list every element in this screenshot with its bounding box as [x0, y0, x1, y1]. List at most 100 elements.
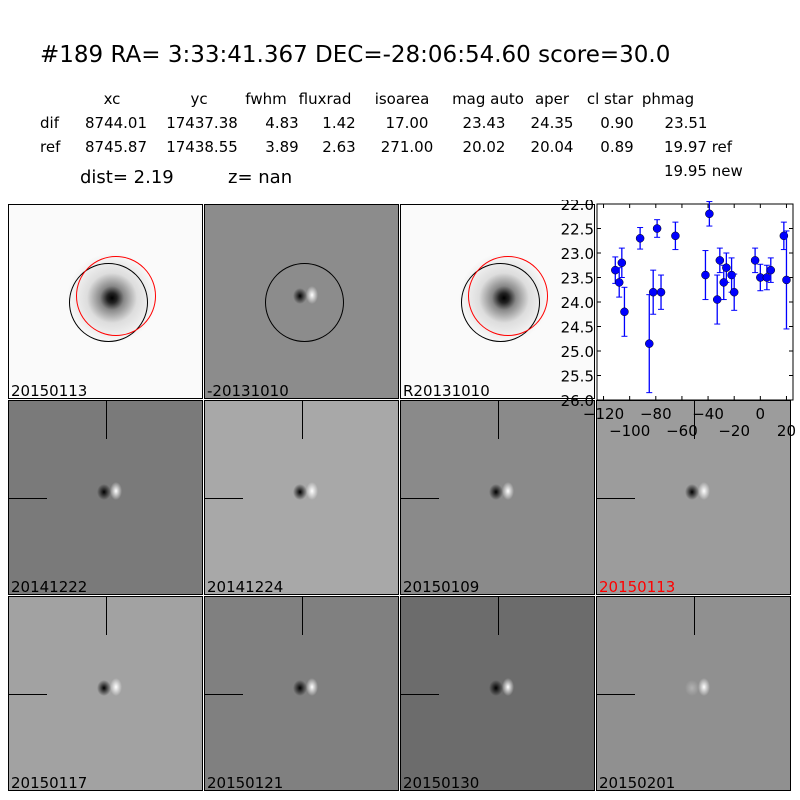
column-header: fluxrad: [298, 90, 352, 108]
y-tick-label: 22.0: [561, 200, 594, 214]
y-tick-label: 23.5: [561, 270, 594, 288]
data-point: [712, 295, 722, 304]
column-header: fwhm: [245, 90, 287, 108]
crosshair-horizontal: [401, 498, 439, 499]
plot-frame: [596, 203, 794, 401]
crosshair-horizontal: [401, 694, 439, 695]
x-tick-label: −100: [609, 422, 650, 440]
data-point: [715, 256, 725, 265]
x-tick-label: −80: [640, 405, 672, 423]
ref-cell: 2.63: [322, 138, 356, 156]
ref-cell: 17438.55: [166, 138, 238, 156]
stamp-new: 20150113: [8, 204, 203, 399]
y-tick-label: 25.5: [561, 368, 594, 386]
y-tick-label: 22.5: [561, 221, 594, 239]
stamp-epoch: 20150109: [400, 400, 595, 595]
data-point: [750, 256, 760, 265]
stamp-date-label: R20131010: [403, 382, 490, 399]
y-tick-label: 24.0: [561, 294, 594, 312]
crosshair-vertical: [302, 401, 303, 439]
data-point: [652, 224, 662, 233]
stamp-date-label: 20150130: [403, 774, 480, 791]
stamp-diff: -20131010: [204, 204, 399, 399]
dif-cell: 0.90: [600, 114, 634, 132]
dist-value: dist= 2.19: [80, 167, 174, 188]
ref-cell: 20.02: [462, 138, 506, 156]
column-header: phmag: [641, 90, 695, 108]
stamp-date-label: 20150117: [11, 774, 88, 791]
x-tick-label: −40: [692, 405, 724, 423]
data-point: [762, 273, 772, 282]
dif-cell: 1.42: [322, 114, 356, 132]
ref-cell: 0.89: [600, 138, 634, 156]
source-blob: [9, 401, 202, 594]
data-point: [614, 278, 624, 287]
dif-cell: 23.51: [664, 114, 708, 132]
source-blob: [401, 597, 594, 790]
source-blob: [9, 597, 202, 790]
light-curve-plot: 22.0 22.5 23.0 23.5 24.0 24.5 25.0 25.5 26.0−120…: [561, 200, 796, 440]
stamp-date-label: 20150201: [599, 774, 676, 791]
dif-cell: 4.83: [265, 114, 299, 132]
y-tick-label: 23.0: [561, 245, 594, 263]
stamp-date-label: 20150113: [11, 382, 88, 399]
stamp-epoch: 20150117: [8, 596, 203, 791]
ref-cell: 20.04: [530, 138, 574, 156]
dif-label: dif: [40, 114, 59, 132]
x-tick-label: −120: [583, 405, 624, 423]
red-aperture-circle: [76, 256, 156, 336]
stamp-date-label: 20150113: [599, 578, 676, 595]
stamp-epoch: 20150121: [204, 596, 399, 791]
x-tick-label: −60: [666, 422, 698, 440]
y-tick-label: 24.5: [561, 319, 594, 337]
dif-cell: 23.43: [462, 114, 506, 132]
column-header: xc: [103, 90, 121, 108]
ref-cell: 3.89: [265, 138, 299, 156]
black-aperture-circle: [265, 263, 344, 342]
stamp-date-label: -20131010: [207, 382, 289, 399]
dif-cell: 17437.38: [166, 114, 238, 132]
column-header: yc: [190, 90, 208, 108]
dif-cell: 24.35: [530, 114, 574, 132]
ref-label: ref: [40, 138, 61, 156]
new-phmag: 19.95 new: [664, 162, 743, 180]
stamp-date-label: 20150109: [403, 578, 480, 595]
data-point: [722, 263, 731, 272]
data-point: [620, 307, 629, 317]
crosshair-vertical: [106, 401, 107, 439]
red-aperture-circle: [468, 256, 548, 336]
stamp-date-label: 20141222: [11, 578, 88, 595]
data-point: [729, 287, 739, 297]
stamp-date-label: 20141224: [207, 578, 284, 595]
data-point: [645, 339, 654, 348]
y-tick-label: 26.0: [561, 392, 594, 410]
stamp-date-label: 20150121: [207, 774, 284, 791]
dif-cell: 8744.01: [84, 114, 148, 132]
crosshair-horizontal: [597, 498, 635, 499]
data-point: [635, 234, 645, 243]
x-tick-label: 20: [777, 422, 796, 440]
crosshair-vertical: [302, 597, 303, 635]
data-point: [617, 258, 627, 268]
page-title: #189 RA= 3:33:41.367 DEC=-28:06:54.60 sc…: [40, 42, 671, 68]
column-header: mag auto: [452, 90, 524, 108]
y-tick-label: 25.0: [561, 343, 594, 361]
crosshair-horizontal: [9, 498, 47, 499]
z-value: z= nan: [228, 167, 293, 188]
column-header: aper: [534, 90, 570, 108]
source-blob: [597, 401, 790, 594]
source-blob: [597, 597, 790, 790]
data-point: [648, 287, 658, 297]
crosshair-vertical: [694, 597, 695, 635]
stamp-epoch: 20141222: [8, 400, 203, 595]
data-point: [701, 270, 710, 280]
crosshair-vertical: [498, 401, 499, 439]
source-blob: [205, 401, 398, 594]
stamp-epoch: 20141224: [204, 400, 399, 595]
dif-cell: 17.00: [385, 114, 429, 132]
data-point: [705, 209, 714, 219]
crosshair-vertical: [498, 597, 499, 635]
crosshair-horizontal: [205, 498, 243, 499]
crosshair-horizontal: [597, 694, 635, 695]
stamp-epoch: 20150130: [400, 596, 595, 791]
